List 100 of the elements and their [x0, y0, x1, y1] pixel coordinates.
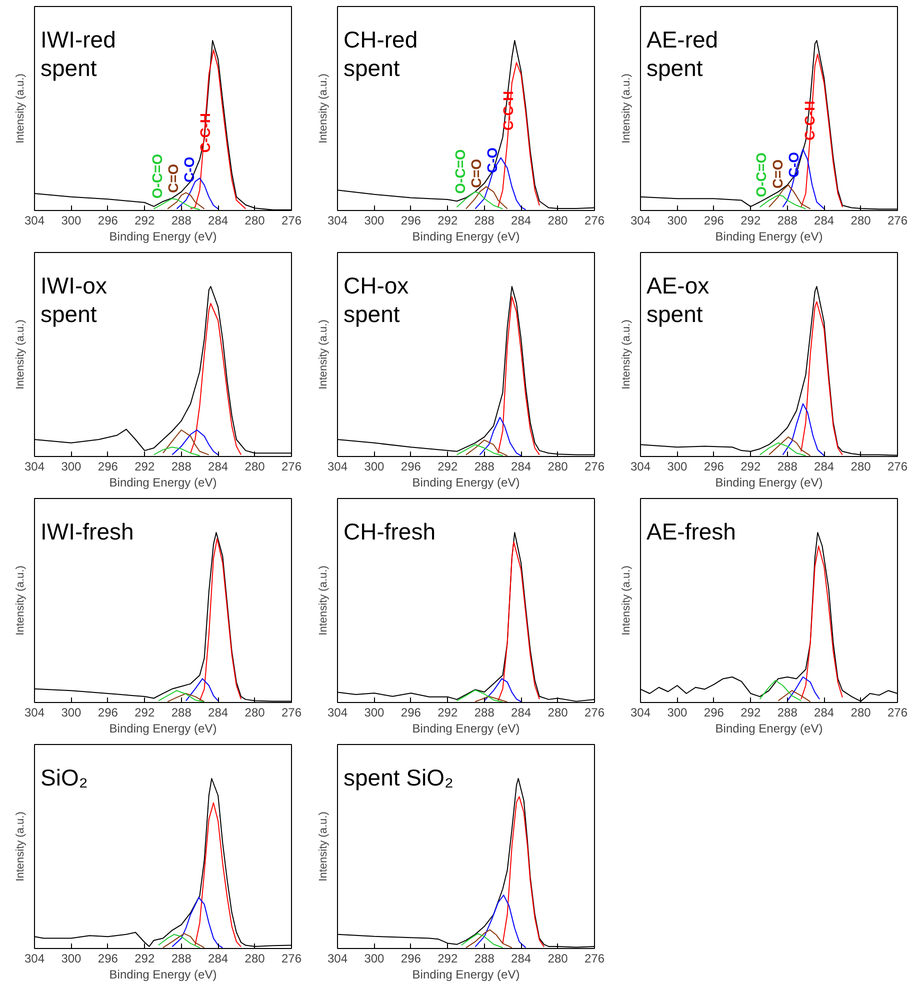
x-tick-label: 300 [667, 214, 688, 228]
y-axis-title: Intensity (a.u.) [620, 320, 632, 390]
x-tick-label: 304 [630, 214, 651, 228]
x-tick-label: 284 [814, 706, 834, 720]
x-tick-label: 296 [98, 460, 118, 474]
x-tick-label: 284 [511, 214, 532, 228]
x-tick-label: 288 [171, 952, 192, 966]
x-tick-label: 280 [548, 706, 568, 720]
x-tick-label: 276 [887, 706, 908, 720]
x-tick-label: 300 [61, 706, 82, 720]
x-tick-label: 276 [584, 214, 605, 228]
x-tick-label: 296 [704, 460, 724, 474]
x-tick-label: 296 [400, 706, 422, 720]
x-tick-label: 300 [364, 706, 385, 720]
x-tick-label: 304 [24, 214, 45, 228]
y-axis-title: Intensity (a.u.) [318, 320, 330, 390]
x-tick-label: 300 [364, 214, 385, 228]
x-tick-label: 288 [777, 214, 798, 228]
x-tick-label: 296 [98, 214, 118, 228]
x-tick-label: 288 [474, 214, 495, 228]
y-axis-title: Intensity (a.u.) [14, 566, 26, 636]
x-axis-title: Binding Energy (eV) [109, 968, 217, 982]
x-tick-label: 284 [511, 706, 532, 720]
x-tick-label: 292 [438, 460, 458, 474]
x-tick-label: 292 [134, 706, 155, 720]
x-tick-label: 288 [171, 460, 192, 474]
x-tick-label: 288 [777, 460, 798, 474]
chart-title: IWI-fresh [40, 518, 134, 544]
text: C=O [468, 158, 484, 188]
x-tick-label: 288 [171, 706, 192, 720]
x-tick-label: 296 [704, 706, 724, 720]
x-tick-label: 304 [327, 952, 348, 966]
y-axis-title: Intensity (a.u.) [318, 566, 330, 636]
x-tick-label: 292 [740, 460, 761, 474]
x-tick-label: 276 [281, 460, 302, 474]
x-tick-label: 292 [134, 952, 155, 966]
text: C-C-H [197, 113, 214, 153]
text: C-C-H [500, 90, 516, 131]
x-axis-title: Binding Energy (eV) [412, 722, 520, 736]
x-tick-label: 276 [887, 460, 908, 474]
x-tick-label: 288 [474, 952, 495, 966]
x-axis-title: Binding Energy (eV) [715, 476, 823, 490]
x-tick-label: 292 [740, 214, 761, 228]
x-tick-label: 280 [850, 460, 872, 474]
text: O-C=O [452, 149, 468, 194]
y-axis-title: Intensity (a.u.) [14, 320, 26, 390]
x-tick-label: 304 [327, 214, 348, 228]
text: O-C=O [753, 152, 770, 198]
chart-title: AE-red spent [646, 26, 718, 82]
x-tick-label: 280 [244, 214, 266, 228]
x-tick-label: 296 [400, 952, 422, 966]
x-tick-label: 304 [327, 706, 348, 720]
y-axis-title: Intensity (a.u.) [620, 566, 632, 636]
chart-title: CH-red spent [344, 26, 418, 82]
x-tick-label: 284 [208, 460, 228, 474]
text: C=O [165, 164, 182, 193]
x-tick-label: 288 [474, 460, 495, 474]
x-tick-label: 300 [61, 214, 82, 228]
x-tick-label: 284 [511, 460, 532, 474]
x-axis-title: Binding Energy (eV) [715, 230, 823, 244]
x-tick-label: 304 [24, 460, 45, 474]
x-tick-label: 304 [630, 460, 651, 474]
chart-title: spent SiO₂ [344, 764, 454, 790]
x-axis-title: Binding Energy (eV) [109, 722, 217, 736]
x-tick-label: 276 [281, 706, 302, 720]
y-axis-title: Intensity (a.u.) [620, 74, 632, 144]
chart-title: AE-ox spent [646, 272, 710, 328]
text: C-O [785, 152, 802, 178]
x-tick-label: 300 [364, 460, 385, 474]
x-tick-label: 284 [511, 952, 532, 966]
x-tick-label: 292 [740, 706, 761, 720]
x-tick-label: 300 [667, 706, 688, 720]
x-axis-title: Binding Energy (eV) [109, 476, 217, 490]
x-tick-label: 304 [24, 706, 45, 720]
x-tick-label: 288 [474, 706, 495, 720]
x-tick-label: 280 [850, 214, 872, 228]
x-tick-label: 280 [548, 214, 568, 228]
x-tick-label: 296 [98, 706, 118, 720]
x-tick-label: 296 [98, 952, 118, 966]
x-axis-title: Binding Energy (eV) [109, 230, 217, 244]
x-tick-label: 292 [438, 214, 458, 228]
x-tick-label: 296 [400, 214, 422, 228]
x-axis-title: Binding Energy (eV) [412, 476, 520, 490]
x-tick-label: 292 [134, 214, 155, 228]
x-tick-label: 304 [630, 706, 651, 720]
x-tick-label: 276 [281, 214, 302, 228]
x-tick-label: 276 [584, 460, 605, 474]
x-tick-label: 284 [208, 706, 228, 720]
x-axis-title: Binding Energy (eV) [715, 722, 823, 736]
chart-title: CH-fresh [344, 518, 436, 544]
chart-title: IWI-red spent [40, 26, 116, 82]
text: C-C-H [801, 100, 818, 140]
x-tick-label: 276 [584, 952, 605, 966]
x-tick-label: 276 [584, 706, 605, 720]
x-tick-label: 300 [364, 952, 385, 966]
x-tick-label: 284 [814, 214, 834, 228]
y-axis-title: Intensity (a.u.) [14, 812, 26, 882]
x-tick-label: 280 [850, 706, 872, 720]
y-axis-title: Intensity (a.u.) [318, 812, 330, 882]
x-tick-label: 280 [244, 460, 266, 474]
